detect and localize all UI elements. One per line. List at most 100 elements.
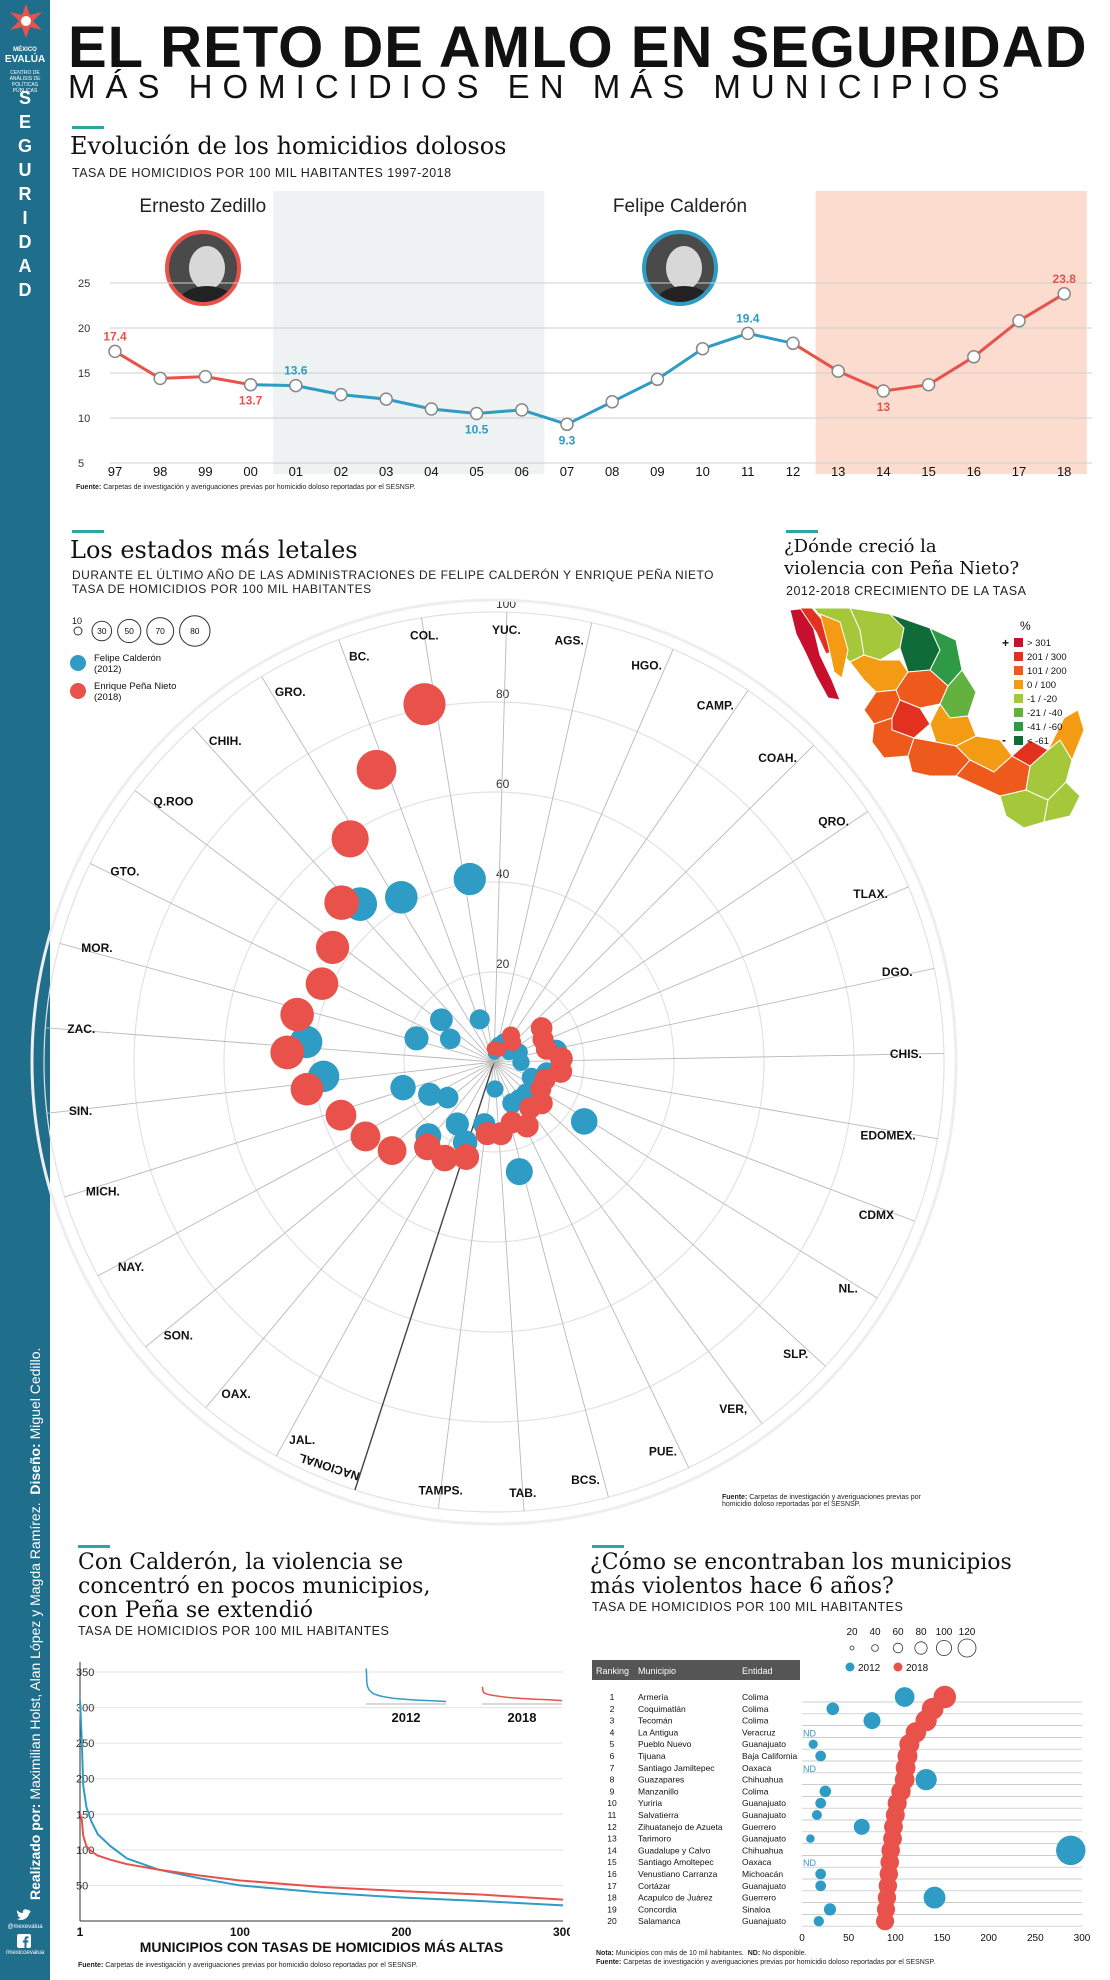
spoke bbox=[45, 1027, 495, 1063]
map-legend-plus: + bbox=[1002, 636, 1009, 650]
point-2012 bbox=[512, 1053, 530, 1071]
point-2012 bbox=[826, 1702, 840, 1716]
x-tick-label: 50 bbox=[843, 1933, 855, 1944]
map-legend-label: < -61 bbox=[1027, 736, 1049, 747]
size-legend-label: 10 bbox=[72, 616, 82, 626]
table-cell-rank: 14 bbox=[607, 1845, 617, 1855]
state-label: SIN. bbox=[69, 1104, 92, 1118]
map-legend-label: 101 / 200 bbox=[1027, 666, 1067, 677]
table-column-header: Entidad bbox=[742, 1666, 773, 1676]
state-label: ZAC. bbox=[67, 1022, 95, 1036]
state-label: TLAX. bbox=[853, 887, 888, 901]
twitter-icon[interactable] bbox=[14, 1908, 34, 1926]
x-tick-label: 200 bbox=[391, 1925, 411, 1939]
radial-tick-label: 40 bbox=[496, 867, 510, 881]
data-point bbox=[243, 377, 258, 392]
state-label: BC. bbox=[349, 650, 370, 664]
series-line-2012 bbox=[79, 1700, 564, 1907]
point-2012 bbox=[923, 1886, 946, 1909]
nd-label: ND bbox=[803, 1858, 816, 1868]
map-legend-swatch bbox=[1014, 652, 1023, 661]
size-legend-label: 80 bbox=[915, 1627, 927, 1638]
state-label: COAH. bbox=[758, 751, 797, 765]
state-label: GRO. bbox=[275, 685, 306, 699]
distribution-title-2: concentró en pocos municipios, bbox=[78, 1574, 431, 1599]
size-legend-circle bbox=[957, 1638, 977, 1658]
data-point bbox=[108, 344, 122, 359]
size-legend-circle bbox=[892, 1642, 904, 1654]
size-legend-label: 100 bbox=[936, 1627, 953, 1638]
map-title-1: ¿Dónde creció la bbox=[784, 536, 937, 557]
state-label: SON. bbox=[164, 1328, 193, 1342]
x-tick-label: 04 bbox=[424, 464, 438, 479]
data-point bbox=[379, 392, 393, 406]
map-subtitle: 2012-2018 CRECIMIENTO DE LA TASA bbox=[786, 584, 1027, 598]
logo-subtitle: CENTRO DE ANÁLISIS DE POLÍTICAS PÚBLICAS bbox=[9, 70, 41, 94]
data-point bbox=[1057, 287, 1071, 301]
section-letter: S bbox=[18, 88, 31, 108]
table-cell-municipio: Venustiano Carranza bbox=[638, 1869, 718, 1879]
point-2018 bbox=[305, 967, 339, 1001]
municipalities-title-1: ¿Cómo se encontraban los municipios bbox=[590, 1550, 1012, 1575]
spoke bbox=[421, 617, 495, 1063]
state-label: CHIH. bbox=[209, 734, 242, 748]
x-tick-label: 07 bbox=[560, 464, 574, 479]
table-cell-municipio: Guazapares bbox=[638, 1775, 684, 1785]
point-2012 bbox=[439, 1028, 461, 1050]
point-2012 bbox=[806, 1834, 815, 1843]
point-2018 bbox=[377, 1136, 407, 1165]
line-segment bbox=[837, 369, 885, 393]
data-point bbox=[560, 417, 574, 432]
facebook-icon[interactable] bbox=[14, 1934, 34, 1952]
table-cell-rank: 11 bbox=[608, 1810, 617, 1820]
table-cell-rank: 3 bbox=[610, 1716, 615, 1726]
line-segment bbox=[927, 355, 975, 386]
table-cell-rank: 12 bbox=[607, 1822, 617, 1832]
table-cell-rank: 8 bbox=[610, 1775, 615, 1785]
table-cell-rank: 9 bbox=[610, 1786, 615, 1796]
nd-label: ND bbox=[803, 1764, 816, 1774]
table-cell-entidad: Guerrero bbox=[742, 1893, 776, 1903]
point-2012 bbox=[390, 1074, 416, 1101]
size-legend-circle bbox=[146, 617, 175, 645]
x-tick-label: 12 bbox=[786, 464, 800, 479]
table-cell-rank: 19 bbox=[607, 1904, 617, 1914]
table-cell-municipio: Salamanca bbox=[638, 1916, 681, 1926]
x-tick-label: 03 bbox=[379, 464, 393, 479]
state-label: JAL. bbox=[289, 1433, 315, 1447]
size-legend-circle bbox=[849, 1645, 855, 1651]
table-cell-municipio: Yuriria bbox=[638, 1798, 662, 1808]
accent-bar bbox=[72, 126, 104, 129]
state-label: TAB. bbox=[509, 1486, 536, 1500]
y-tick-label: 5 bbox=[78, 458, 84, 470]
state-label: CAMP. bbox=[697, 698, 734, 712]
municipalities-source: Fuente: Carpetas de investigación y aver… bbox=[596, 1959, 936, 1966]
map-legend-label: 201 / 300 bbox=[1027, 652, 1067, 663]
size-legend-label: 120 bbox=[959, 1627, 976, 1638]
x-tick-label: 18 bbox=[1057, 464, 1071, 479]
map-legend-swatch bbox=[1014, 680, 1023, 689]
x-tick-label: 98 bbox=[153, 464, 167, 479]
state-label: VER, bbox=[719, 1402, 747, 1416]
series-legend-swatch bbox=[70, 655, 86, 671]
period-background bbox=[815, 191, 1087, 474]
facebook-handle[interactable]: /mexicoevalua bbox=[5, 1950, 45, 1956]
radial-tick-label: 80 bbox=[496, 687, 510, 701]
x-tick-label: 09 bbox=[650, 464, 664, 479]
table-cell-rank: 17 bbox=[607, 1881, 617, 1891]
map-region bbox=[1043, 781, 1081, 823]
x-tick-label: 06 bbox=[515, 464, 529, 479]
spoke bbox=[89, 863, 495, 1063]
data-point bbox=[967, 350, 981, 364]
table-cell-rank: 4 bbox=[610, 1727, 615, 1737]
point-2012 bbox=[469, 1009, 490, 1030]
twitter-handle[interactable]: @mexevalua bbox=[7, 1924, 43, 1930]
map-legend-swatch bbox=[1014, 736, 1023, 745]
table-cell-entidad: Sinaloa bbox=[742, 1904, 771, 1914]
point-2018 bbox=[324, 885, 359, 920]
x-tick-label: 150 bbox=[934, 1933, 951, 1944]
state-label: NACIONAL bbox=[297, 1450, 362, 1483]
data-label: 10.5 bbox=[465, 423, 489, 437]
x-tick-label: 17 bbox=[1012, 464, 1026, 479]
y-tick-label: 25 bbox=[78, 278, 90, 290]
